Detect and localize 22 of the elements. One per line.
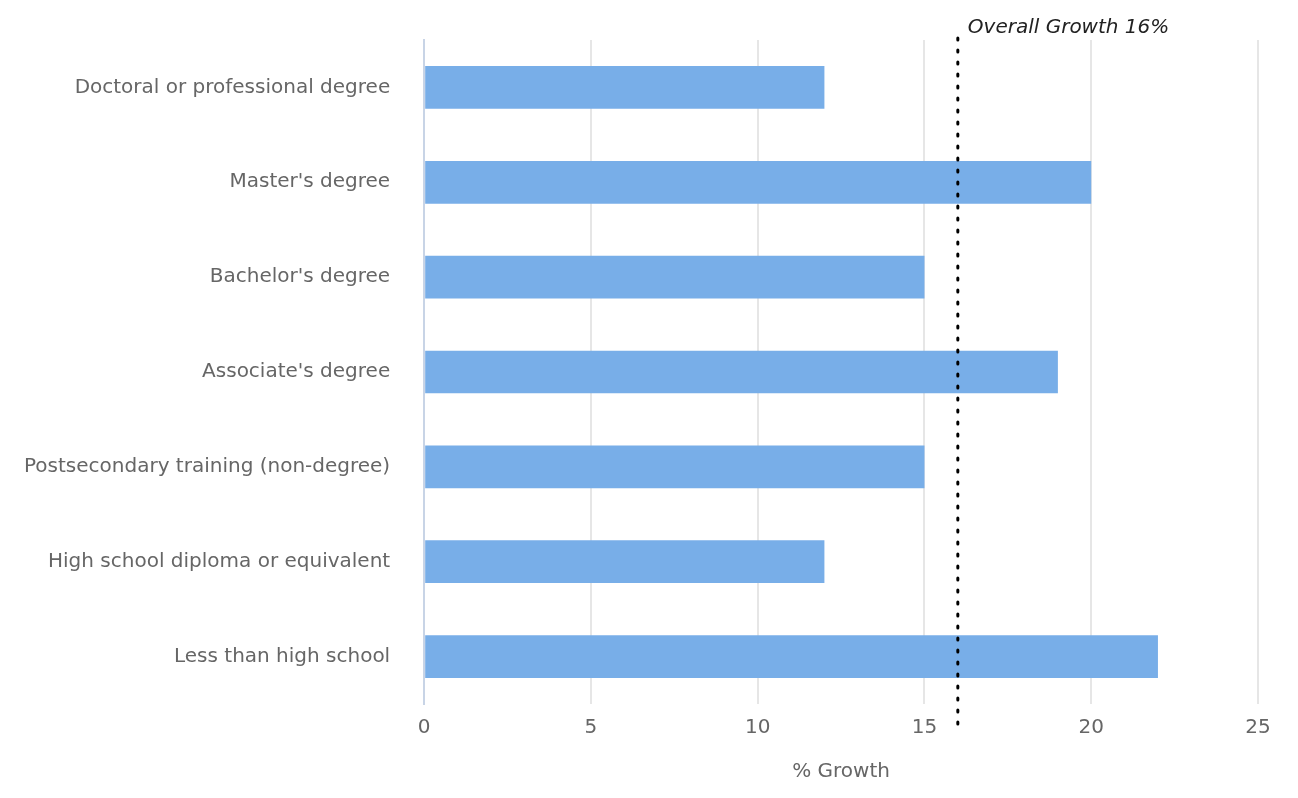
y-tick-label: Bachelor's degree: [209, 263, 391, 288]
bar: [425, 540, 825, 584]
y-tick-label: Less than high school: [173, 642, 391, 667]
x-tick-label: 25: [1245, 714, 1271, 739]
y-tick-label: Master's degree: [229, 168, 391, 193]
bar: [425, 255, 925, 299]
bar: [425, 350, 1058, 394]
bar: [425, 445, 925, 489]
bar: [425, 66, 825, 109]
bar: [425, 160, 1092, 204]
x-tick-label: 0: [417, 714, 431, 739]
y-tick-label: High school diploma or equivalent: [48, 547, 391, 572]
x-axis-title: % Growth: [792, 758, 890, 783]
y-tick-label: Postsecondary training (non-degree): [23, 453, 391, 478]
x-tick-label: 10: [744, 714, 771, 739]
x-tick-label: 15: [911, 714, 938, 739]
bar: [425, 635, 1158, 678]
x-tick-label: 5: [584, 714, 598, 739]
y-tick-label: Doctoral or professional degree: [74, 73, 391, 98]
x-tick-label: 20: [1078, 714, 1104, 739]
ref-line-label: Overall Growth 16%: [967, 14, 1170, 39]
y-tick-label: Associate's degree: [202, 358, 391, 383]
